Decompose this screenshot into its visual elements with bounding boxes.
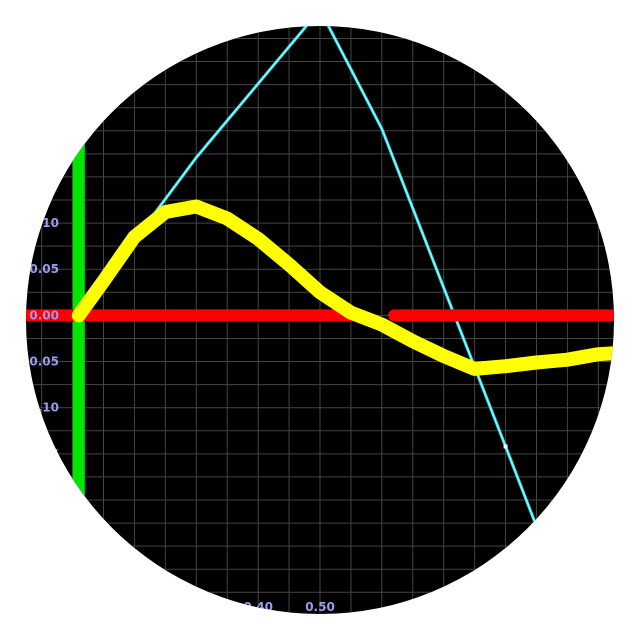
y-tick-label: 0.05 <box>29 262 59 276</box>
x-tick-label: 0.40 <box>243 600 273 614</box>
y-tick-label: 0.15 <box>29 170 59 184</box>
yellow-series-line <box>71 199 614 376</box>
y-tick-label: -0.15 <box>24 447 59 461</box>
y-tick-label: 0.00 <box>29 308 59 322</box>
y-tick-label: -0.20 <box>24 493 59 507</box>
y-tick-label: -0.05 <box>24 355 59 369</box>
x-tick-label: 0.30 <box>181 600 211 614</box>
x-tick-label: 0.50 <box>305 600 335 614</box>
cyan-series-point <box>503 444 508 449</box>
cyan-series-point <box>318 8 322 12</box>
y-tick-label: 0.10 <box>29 216 59 230</box>
y-tick-label: -0.10 <box>24 401 59 415</box>
cyan-series-highlight <box>81 26 568 584</box>
y-tick-label: 0.20 <box>29 124 59 138</box>
